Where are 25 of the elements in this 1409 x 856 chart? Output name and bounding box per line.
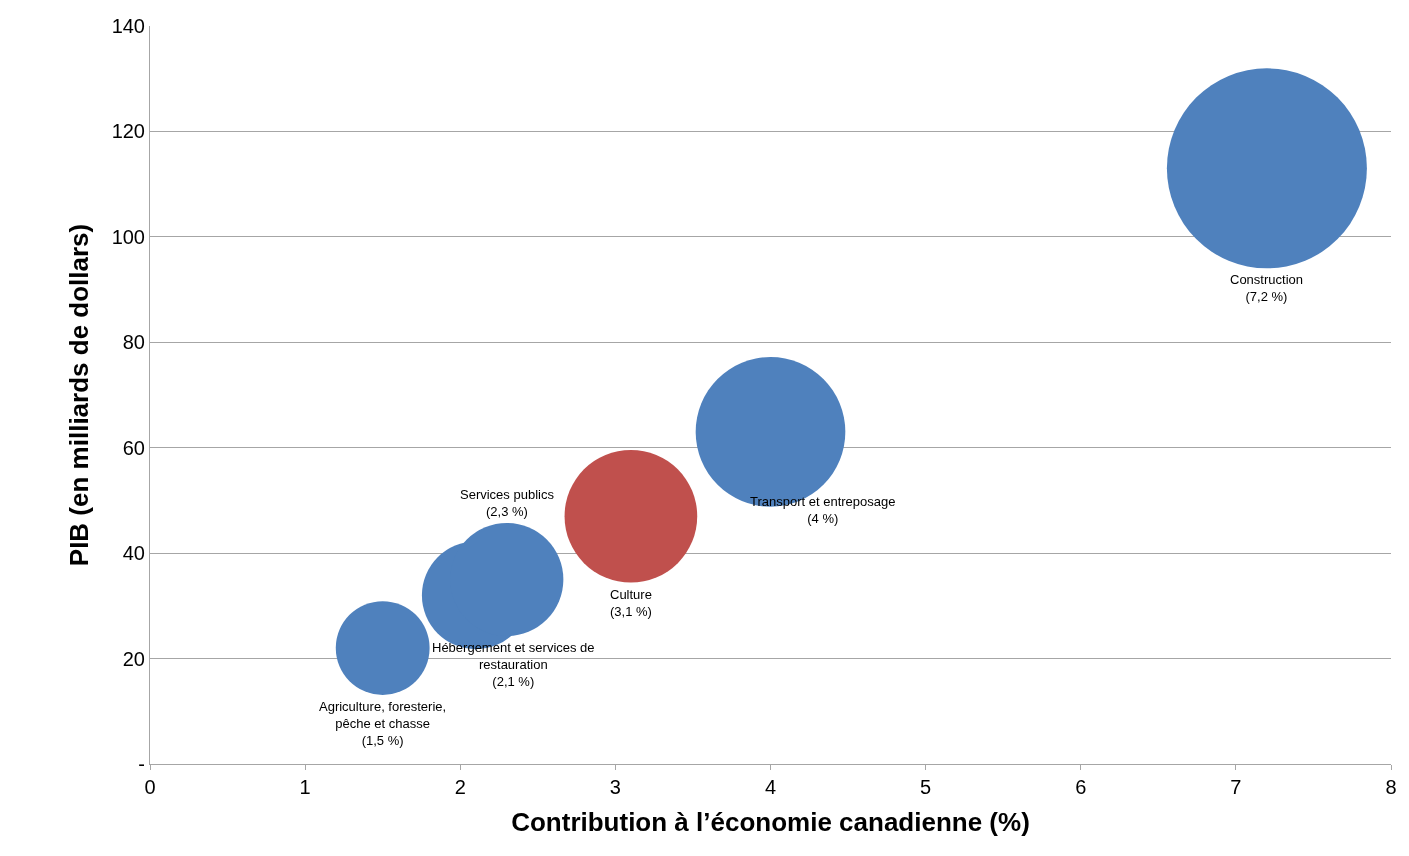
y-tick-label: 80	[122, 331, 145, 354]
y-tick-label: 140	[111, 15, 145, 37]
annotation: Agriculture, foresterie, pêche et chasse (1,5 %)	[319, 699, 447, 748]
annotation: Transport et entreposage (4 %)	[750, 494, 896, 526]
x-tick-label: 6	[1075, 776, 1087, 798]
annotation: Services publics (2,3 %)	[460, 487, 555, 519]
annotation: Hébergement et services de restauration (2,1 %)	[432, 640, 595, 689]
y-tick-label: 100	[111, 225, 145, 248]
y-tick-label: 120	[111, 120, 145, 143]
y-tick-label: 20	[122, 647, 145, 670]
x-tick-label: 1	[299, 776, 311, 798]
x-axis-title: Contribution à l’économie canadienne (%)	[511, 806, 1030, 837]
x-tick-label: 4	[764, 776, 777, 798]
x-tick-label: 2	[454, 776, 466, 798]
x-tick-label: 3	[609, 776, 621, 798]
x-tick-label: 7	[1230, 776, 1242, 798]
y-tick-label: -	[138, 753, 145, 775]
x-tick-label: 0	[144, 776, 156, 798]
y-axis-title: PIB (en milliards de dollars)	[64, 223, 95, 567]
y-tick-label: 60	[122, 436, 145, 459]
x-tick-label: 5	[920, 776, 932, 798]
x-tick-label: 8	[1385, 776, 1397, 798]
y-tick-label: 40	[122, 542, 145, 565]
annotation: Culture (3,1 %)	[610, 587, 652, 619]
annotation: Construction (7,2 %)	[1230, 272, 1303, 304]
